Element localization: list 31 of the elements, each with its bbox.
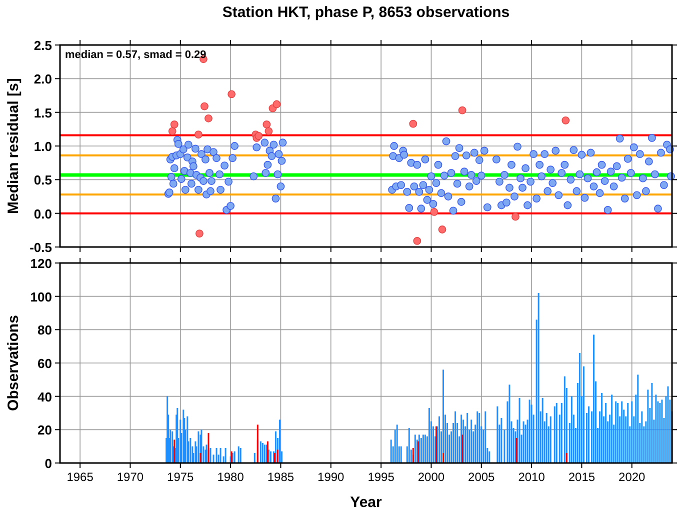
- y-tick-label: 80: [38, 322, 52, 338]
- x-tick-label: 2010: [518, 470, 546, 484]
- y-tick-label: 2.0: [34, 72, 52, 87]
- x-tick-label: 1975: [167, 470, 194, 484]
- y-axis-title: Median residual [s]: [5, 78, 22, 214]
- y-tick-label: 0: [44, 456, 52, 471]
- x-tick-label: 1970: [116, 470, 144, 484]
- y-tick-label: 1.0: [34, 139, 52, 154]
- x-tick-label: 2020: [618, 470, 646, 484]
- y-axis-title: Observations: [5, 315, 22, 411]
- chart-title: Station HKT, phase P, 8653 observations: [222, 4, 510, 21]
- x-tick-label: 1990: [318, 470, 345, 484]
- y-tick-label: 0.0: [34, 206, 52, 222]
- x-tick-label: 2000: [418, 470, 445, 484]
- annotation: median = 0.57, smad = 0.29: [65, 49, 206, 61]
- y-tick-label: 0.5: [34, 172, 52, 188]
- y-tick-label: 1.5: [34, 105, 52, 120]
- y-tick-label: 20: [38, 422, 52, 438]
- x-tick-label: 2015: [568, 470, 596, 484]
- y-tick-label: 40: [38, 389, 52, 404]
- x-tick-label: 2005: [468, 470, 496, 484]
- x-axis-title: Year: [350, 494, 382, 511]
- y-tick-label: 2.5: [34, 38, 52, 53]
- x-tick-label: 1980: [217, 470, 244, 484]
- y-tick-label: -0.5: [30, 240, 52, 255]
- x-tick-label: 1985: [267, 470, 294, 484]
- y-tick-label: 60: [38, 356, 52, 371]
- x-tick-label: 1995: [368, 470, 395, 484]
- x-tick-label: 1965: [66, 470, 94, 484]
- y-tick-label: 120: [30, 256, 52, 271]
- y-tick-label: 100: [30, 289, 52, 304]
